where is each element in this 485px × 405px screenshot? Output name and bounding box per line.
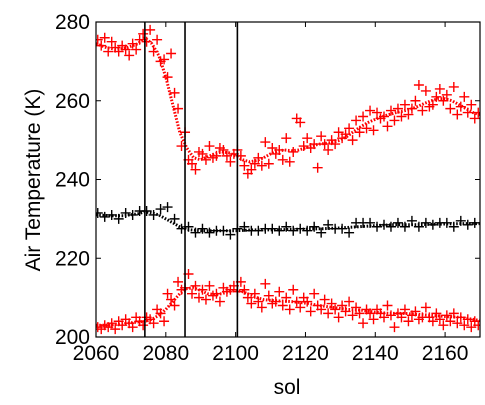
series-0-point-78 — [365, 106, 375, 116]
series-1-point-10 — [163, 202, 173, 212]
series-0-point-49 — [264, 159, 274, 169]
series-0-point-101 — [445, 104, 455, 114]
series-0-point-83 — [382, 121, 392, 131]
series-2-point-48 — [260, 279, 270, 289]
series-0-point-63 — [313, 163, 323, 173]
series-2-point-62 — [309, 289, 319, 299]
x-tick-label-3: 2120 — [282, 342, 329, 365]
series-0-point-73 — [348, 135, 358, 145]
series-0-point-21 — [166, 49, 176, 59]
y-tick-label-1: 220 — [55, 247, 90, 270]
series-0-point-53 — [278, 155, 288, 165]
series-2-point-94 — [421, 302, 431, 312]
series-2-point-56 — [288, 285, 298, 295]
series-0-point-102 — [449, 82, 459, 92]
series-2-point-61 — [306, 306, 316, 316]
series-0-point-22 — [170, 88, 180, 98]
x-tick-label-1: 2080 — [142, 342, 189, 365]
y-tick-label-4: 280 — [55, 11, 90, 34]
series-1-point-23 — [253, 226, 263, 236]
y-axis-label: Air Temperature (K) — [22, 89, 45, 272]
series-0-point-32 — [204, 141, 214, 151]
series-0 — [93, 25, 484, 179]
series-1-point-41 — [379, 220, 389, 230]
x-tick-label-4: 2140 — [352, 342, 399, 365]
series-0-point-105 — [459, 92, 469, 102]
x-tick-label-5: 2160 — [422, 342, 469, 365]
series-layer — [93, 25, 484, 334]
series-1-point-48 — [428, 220, 438, 230]
data-group — [93, 25, 484, 334]
series-0-point-55 — [285, 157, 295, 167]
series-0-point-54 — [281, 133, 291, 143]
series-0-point-92 — [414, 80, 424, 90]
x-tick-label-2: 2100 — [212, 342, 259, 365]
y-tick-label-0: 200 — [55, 326, 90, 349]
series-2-point-52 — [274, 287, 284, 297]
series-2 — [93, 269, 484, 334]
series-0-point-48 — [260, 137, 270, 147]
series-0-point-56 — [288, 147, 298, 157]
series-2-point-83 — [382, 301, 392, 311]
series-0-point-20 — [163, 72, 173, 82]
series-1-point-9 — [156, 204, 166, 214]
plot-frame — [96, 22, 480, 337]
series-0-point-79 — [369, 125, 379, 135]
series-1-point-32 — [316, 228, 326, 238]
x-axis-label: sol — [274, 376, 301, 399]
series-2-point-85 — [389, 322, 399, 332]
series-1-point-29 — [295, 224, 305, 234]
series-0-point-94 — [421, 86, 431, 96]
series-1 — [93, 202, 480, 240]
series-0-point-17 — [152, 35, 162, 45]
series-0-point-84 — [386, 106, 396, 116]
y-tick-label-2: 240 — [55, 169, 90, 192]
series-1-point-54 — [470, 218, 480, 228]
y-tick-label-3: 260 — [55, 90, 90, 113]
series-2-point-76 — [358, 318, 368, 328]
series-1-point-25 — [267, 224, 277, 234]
